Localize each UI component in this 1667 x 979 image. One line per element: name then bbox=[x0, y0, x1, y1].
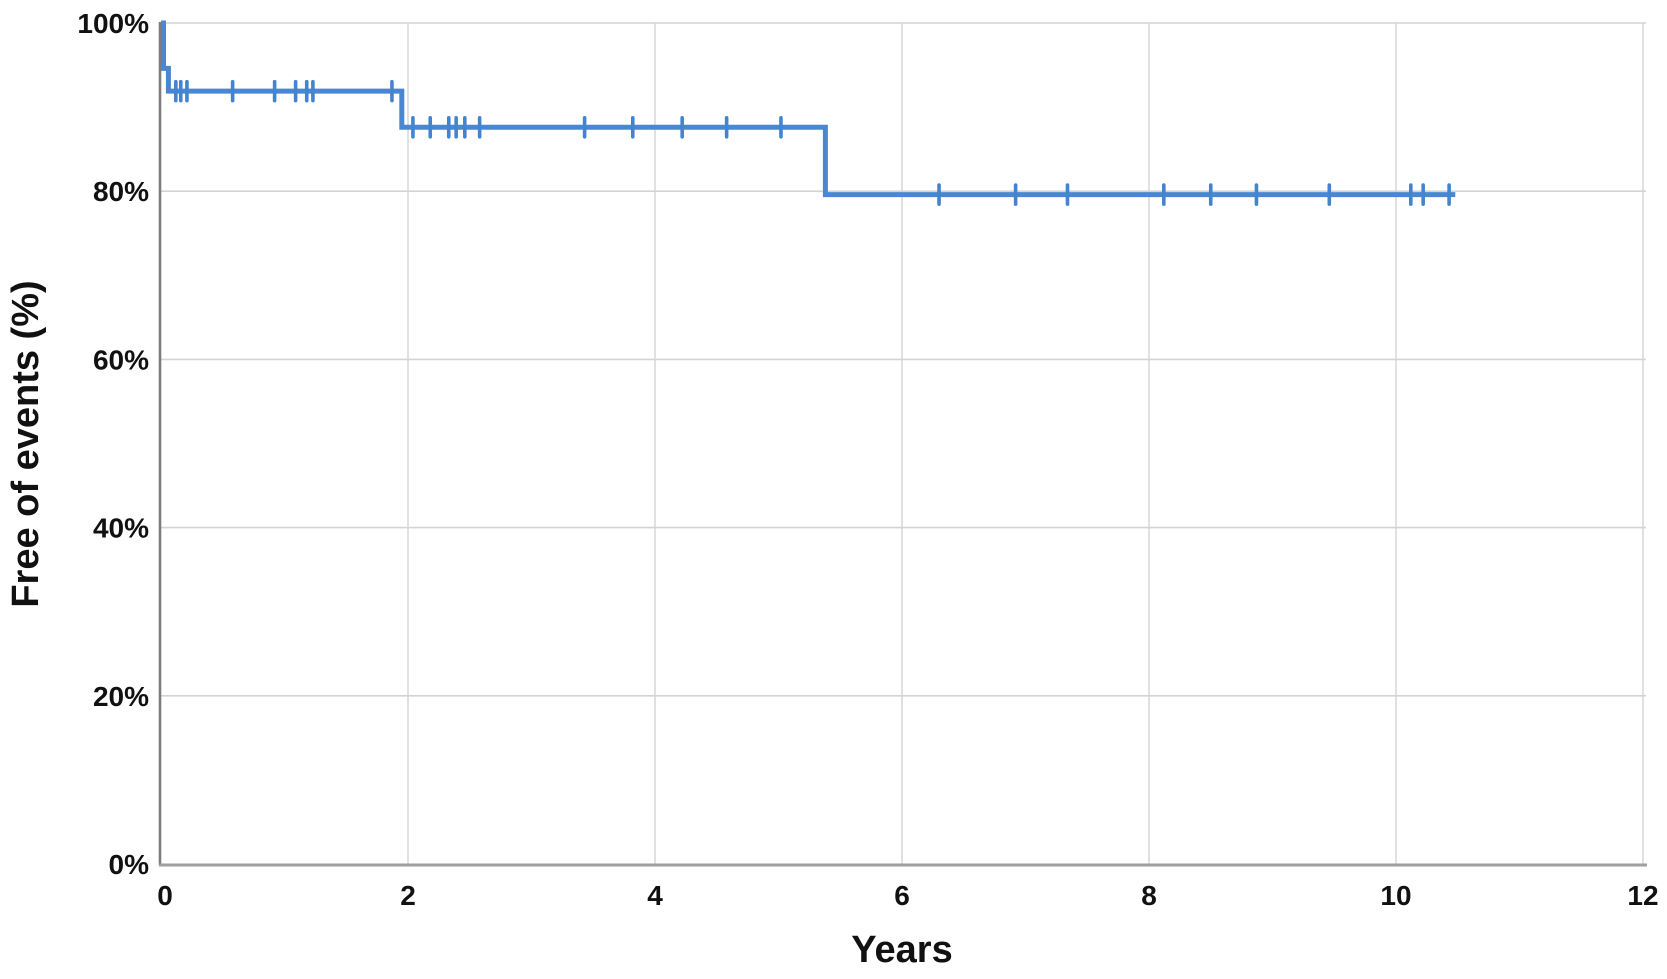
y-tick-label: 60% bbox=[93, 344, 149, 375]
x-axis-title: Years bbox=[851, 929, 952, 971]
x-tick-label: 12 bbox=[1627, 880, 1658, 911]
grid-layer bbox=[161, 22, 1646, 864]
axis-layer bbox=[158, 22, 1647, 867]
y-tick-label: 0% bbox=[109, 849, 150, 880]
x-tick-label: 0 bbox=[157, 880, 173, 911]
survival-step-curve bbox=[161, 20, 1456, 198]
x-tick-label: 6 bbox=[894, 880, 910, 911]
y-axis-title: Free of events (%) bbox=[5, 280, 47, 607]
x-tick-label: 8 bbox=[1141, 880, 1157, 911]
x-tick-label: 10 bbox=[1380, 880, 1411, 911]
y-tick-label: 100% bbox=[77, 8, 149, 39]
y-tick-label: 20% bbox=[93, 681, 149, 712]
censor-marks-layer bbox=[174, 79, 1451, 206]
y-tick-label: 40% bbox=[93, 513, 149, 544]
tick-label-layer: 0% 20% 40% 60% 80% 100% 0 2 4 6 8 10 12 bbox=[77, 8, 1658, 911]
y-tick-label: 80% bbox=[93, 176, 149, 207]
survival-curve-layer bbox=[161, 20, 1456, 198]
x-tick-label: 2 bbox=[400, 880, 416, 911]
x-tick-label: 4 bbox=[647, 880, 663, 911]
